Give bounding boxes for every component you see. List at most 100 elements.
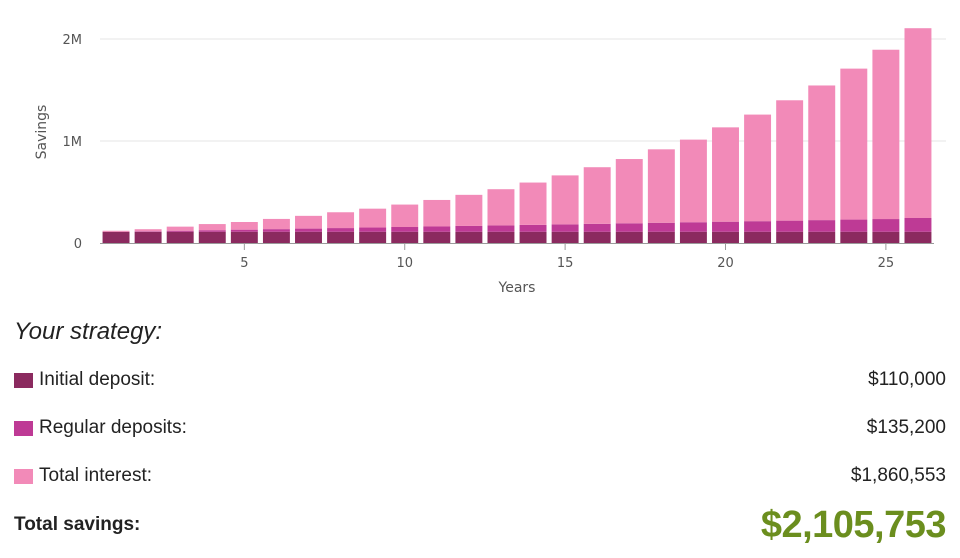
x-tick-label: 25 <box>878 256 895 271</box>
bar-regular-deposits[interactable] <box>583 223 611 232</box>
regular-deposits-swatch <box>14 420 33 436</box>
bar-initial-deposit[interactable] <box>166 231 194 243</box>
y-tick-label: 1M <box>63 135 83 150</box>
bar-total-interest[interactable] <box>327 212 355 229</box>
initial-deposit-swatch <box>14 372 33 388</box>
bar-initial-deposit[interactable] <box>551 231 579 243</box>
bar-total-interest[interactable] <box>904 28 932 218</box>
bar-regular-deposits[interactable] <box>776 220 804 232</box>
bar-total-interest[interactable] <box>551 175 579 225</box>
bar-initial-deposit[interactable] <box>712 231 739 243</box>
bar-initial-deposit[interactable] <box>102 231 130 243</box>
bar-total-interest[interactable] <box>423 199 451 227</box>
bar-regular-deposits[interactable] <box>295 228 322 232</box>
bar-regular-deposits[interactable] <box>551 224 579 232</box>
bar-regular-deposits[interactable] <box>808 220 836 232</box>
bar-total-interest[interactable] <box>166 226 194 231</box>
bar-total-interest[interactable] <box>359 208 387 228</box>
bar-regular-deposits[interactable] <box>615 223 643 232</box>
bar-total-interest[interactable] <box>230 222 258 230</box>
bar-total-interest[interactable] <box>776 100 804 221</box>
bar-initial-deposit[interactable] <box>198 231 226 243</box>
bar-initial-deposit[interactable] <box>840 231 868 243</box>
initial-deposit-value: $110,000 <box>868 369 946 390</box>
bar-total-interest[interactable] <box>583 167 611 224</box>
bar-total-interest[interactable] <box>647 149 675 223</box>
bar-initial-deposit[interactable] <box>872 231 900 243</box>
bar-total-interest[interactable] <box>455 194 483 226</box>
strategy-summary: Your strategy: Initial deposit: $110,000… <box>14 312 947 546</box>
bar-initial-deposit[interactable] <box>583 231 611 243</box>
bar-initial-deposit[interactable] <box>359 231 387 243</box>
bar-regular-deposits[interactable] <box>391 227 419 232</box>
grid-lines <box>100 38 946 142</box>
savings-chart: 5 10 15 20 25 0 1M 2M Years Savings <box>34 28 946 296</box>
bar-initial-deposit[interactable] <box>327 231 355 243</box>
bar-regular-deposits[interactable] <box>744 221 772 232</box>
bar-regular-deposits[interactable] <box>262 229 290 232</box>
bar-initial-deposit[interactable] <box>455 231 483 243</box>
strategy-title: Your strategy: <box>14 318 163 345</box>
bar-initial-deposit[interactable] <box>423 231 451 243</box>
bar-initial-deposit[interactable] <box>230 231 258 243</box>
bar-total-interest[interactable] <box>744 114 772 222</box>
bar-total-interest[interactable] <box>391 204 419 228</box>
bar-total-interest[interactable] <box>872 49 900 220</box>
bar-regular-deposits[interactable] <box>712 221 739 232</box>
bar-regular-deposits[interactable] <box>455 225 483 232</box>
bar-initial-deposit[interactable] <box>904 231 932 243</box>
bar-regular-deposits[interactable] <box>134 231 162 232</box>
x-tick-label: 5 <box>240 256 248 271</box>
bar-initial-deposit[interactable] <box>391 231 419 243</box>
bar-total-interest[interactable] <box>519 182 547 225</box>
bar-regular-deposits[interactable] <box>359 227 387 232</box>
bar-regular-deposits[interactable] <box>487 225 515 232</box>
summary-row-initial-deposit: Initial deposit: $110,000 <box>14 365 946 395</box>
bar-initial-deposit[interactable] <box>262 231 290 243</box>
bar-regular-deposits[interactable] <box>423 226 451 232</box>
bars <box>102 28 932 243</box>
bar-initial-deposit[interactable] <box>295 231 322 243</box>
x-axis-label: Years <box>498 280 536 296</box>
bar-initial-deposit[interactable] <box>744 231 772 243</box>
bar-initial-deposit[interactable] <box>679 231 707 243</box>
bar-total-interest[interactable] <box>712 127 739 222</box>
bar-initial-deposit[interactable] <box>615 231 643 243</box>
bar-regular-deposits[interactable] <box>519 224 547 232</box>
regular-deposits-value: $135,200 <box>866 417 946 438</box>
x-tick-label: 10 <box>396 256 413 271</box>
bar-regular-deposits[interactable] <box>872 219 900 232</box>
bar-total-interest[interactable] <box>679 139 707 223</box>
y-axis-label: Savings <box>34 105 50 160</box>
bar-regular-deposits[interactable] <box>166 230 194 232</box>
bar-initial-deposit[interactable] <box>519 231 547 243</box>
bar-total-interest[interactable] <box>615 159 643 224</box>
bar-total-interest[interactable] <box>102 230 130 232</box>
summary-row-regular-deposits: Regular deposits: $135,200 <box>14 413 946 443</box>
y-tick-label: 2M <box>63 33 83 48</box>
initial-deposit-label: Initial deposit: <box>39 369 156 390</box>
bar-total-interest[interactable] <box>487 189 515 226</box>
total-interest-label: Total interest: <box>39 465 152 486</box>
bar-regular-deposits[interactable] <box>198 230 226 232</box>
bar-regular-deposits[interactable] <box>904 217 932 232</box>
bar-initial-deposit[interactable] <box>647 231 675 243</box>
bar-total-interest[interactable] <box>808 85 836 221</box>
bar-total-interest[interactable] <box>840 68 868 220</box>
bar-initial-deposit[interactable] <box>487 231 515 243</box>
x-axis: 5 10 15 20 25 <box>100 243 934 271</box>
bar-initial-deposit[interactable] <box>776 231 804 243</box>
bar-regular-deposits[interactable] <box>679 222 707 232</box>
bar-regular-deposits[interactable] <box>327 228 355 232</box>
bar-regular-deposits[interactable] <box>230 229 258 232</box>
x-tick-label: 15 <box>557 256 574 271</box>
bar-initial-deposit[interactable] <box>808 231 836 243</box>
x-tick-label: 20 <box>717 256 734 271</box>
bar-total-interest[interactable] <box>198 224 226 231</box>
bar-regular-deposits[interactable] <box>840 219 868 232</box>
bar-initial-deposit[interactable] <box>134 231 162 243</box>
bar-total-interest[interactable] <box>295 215 322 229</box>
bar-total-interest[interactable] <box>134 229 162 232</box>
bar-regular-deposits[interactable] <box>647 222 675 232</box>
bar-total-interest[interactable] <box>262 218 290 230</box>
